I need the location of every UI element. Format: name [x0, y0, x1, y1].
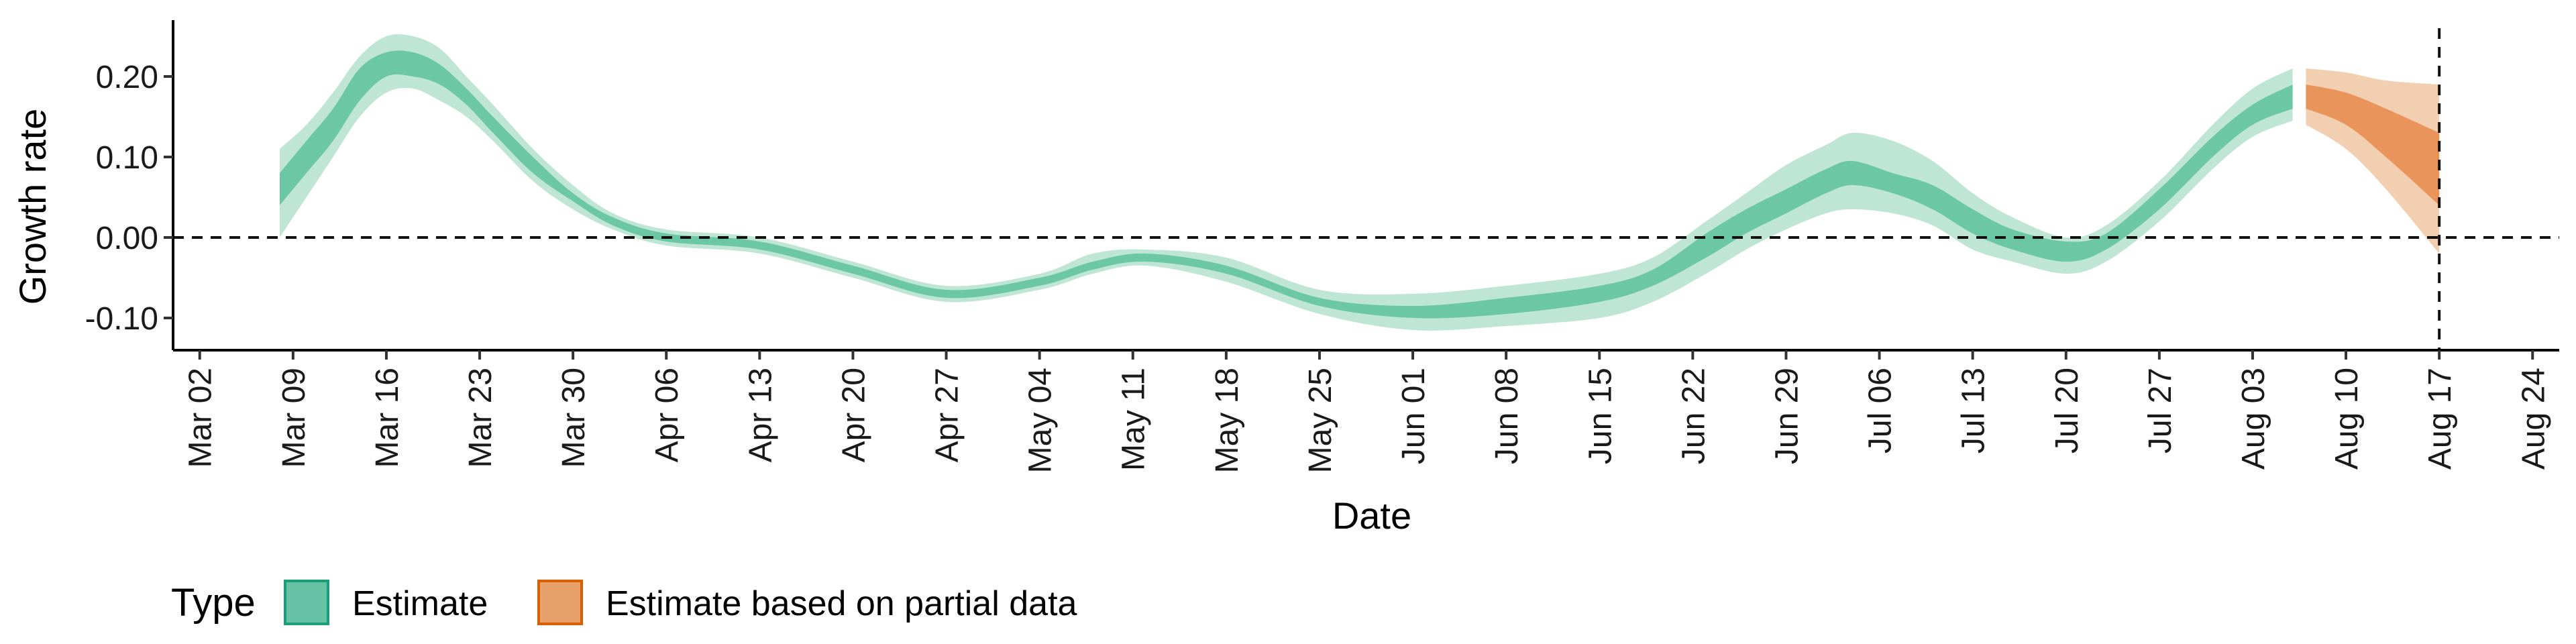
x-tick-label: Apr 06: [649, 368, 685, 462]
x-tick-label: Jun 15: [1582, 368, 1618, 464]
y-tick-label: 0.10: [96, 140, 158, 176]
plot-area: -0.10 0.00 0.10 0.20 Mar 02 Mar 09 Mar 16 Mar 2…: [85, 20, 2559, 473]
y-tick-label: 0.00: [96, 221, 158, 256]
x-tick-label: Aug 10: [2329, 368, 2365, 470]
x-tick-label: May 04: [1023, 368, 1059, 473]
x-tick-label: Mar 30: [556, 368, 592, 468]
partial-estimate-50-interval: [2306, 85, 2440, 205]
legend-swatch-1: [284, 580, 329, 625]
y-tick-label: 0.20: [96, 60, 158, 95]
x-tick-label: May 11: [1116, 368, 1152, 471]
x-tick-label: Apr 27: [930, 368, 965, 462]
x-tick-label: Jun 29: [1770, 368, 1805, 464]
x-tick-label: Jul 20: [2049, 368, 2085, 453]
x-tick-label: May 18: [1210, 368, 1245, 473]
x-tick-label: Apr 20: [836, 368, 871, 462]
legend-label-1: Estimate: [352, 584, 488, 623]
x-tick-label: Jun 08: [1489, 368, 1525, 464]
legend-swatch-2: [537, 580, 583, 625]
x-tick-label: Mar 23: [463, 368, 498, 468]
x-tick-label: Mar 02: [183, 368, 219, 468]
x-tick-label: Jul 13: [1956, 368, 1992, 453]
legend-title: Type: [171, 581, 256, 625]
estimate-90-interval: [280, 34, 2293, 331]
x-tick-label: Jun 01: [1396, 368, 1432, 464]
estimate-50-interval: [280, 50, 2293, 319]
x-tick-label: Jun 22: [1676, 368, 1711, 464]
x-tick-label: Apr 13: [743, 368, 778, 462]
x-tick-label: Aug 24: [2516, 368, 2551, 470]
x-tick-label: Aug 17: [2422, 368, 2458, 470]
y-tick-label: -0.10: [85, 301, 158, 337]
x-tick-label: Mar 16: [370, 368, 405, 468]
legend: Estimate Estimate based on partial data: [284, 580, 1077, 625]
x-tick-label: May 25: [1303, 368, 1338, 473]
x-tick-label: Mar 09: [276, 368, 312, 468]
x-tick-label: Aug 03: [2236, 368, 2271, 470]
x-tick-label: Jul 06: [1863, 368, 1898, 453]
y-axis-title: Growth rate: [11, 109, 54, 305]
x-tick-label: Jul 27: [2143, 368, 2178, 453]
x-axis-title: Date: [1332, 494, 1411, 537]
legend-label-2: Estimate based on partial data: [606, 584, 1077, 623]
